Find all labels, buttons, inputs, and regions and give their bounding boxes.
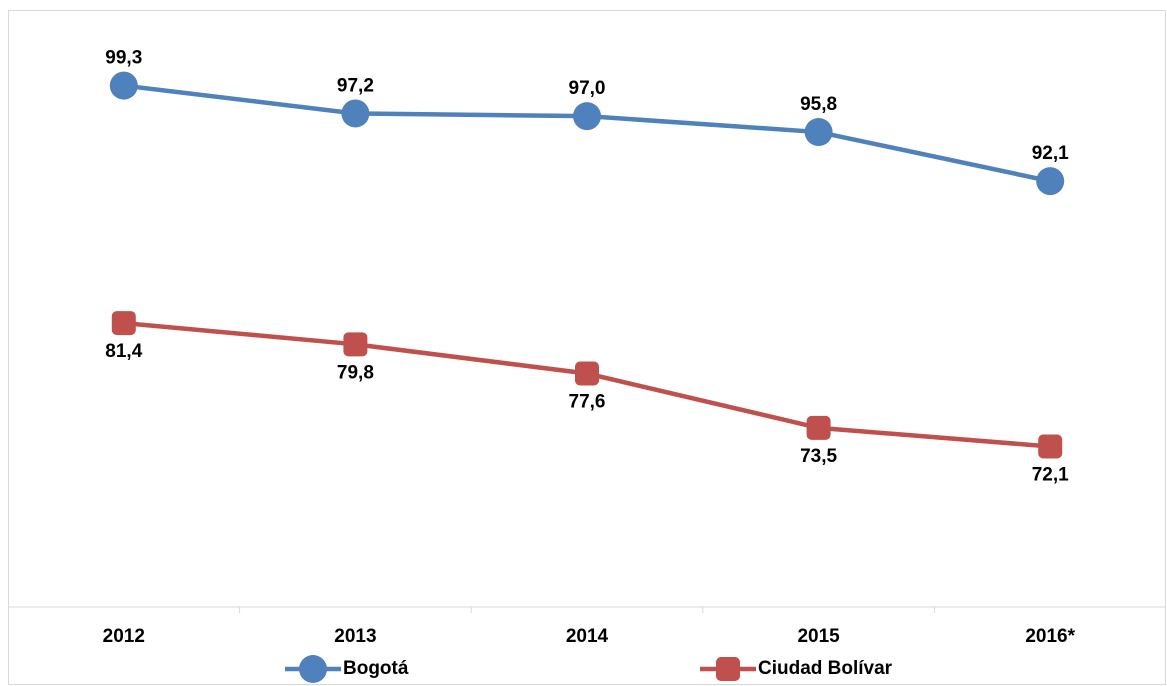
data-point bbox=[806, 415, 831, 440]
data-label: 73,5 bbox=[800, 446, 837, 467]
x-tick-label: 2015 bbox=[797, 626, 840, 647]
x-tick-label: 2013 bbox=[334, 626, 376, 647]
data-point bbox=[111, 311, 136, 336]
data-label: 79,8 bbox=[337, 362, 374, 383]
data-point bbox=[1036, 167, 1065, 196]
data-point bbox=[573, 102, 601, 131]
data-label: 92,1 bbox=[1032, 143, 1069, 164]
legend-marker bbox=[299, 655, 327, 683]
data-label: 99,3 bbox=[105, 48, 142, 69]
data-label: 81,4 bbox=[105, 341, 142, 362]
x-tick-label: 2014 bbox=[566, 626, 609, 647]
data-point bbox=[343, 332, 368, 357]
data-label: 95,8 bbox=[800, 94, 837, 115]
data-label: 77,6 bbox=[569, 392, 606, 413]
legend-label: Ciudad Bolívar bbox=[758, 658, 893, 679]
data-point bbox=[575, 361, 599, 386]
data-point bbox=[109, 71, 138, 100]
data-label: 97,2 bbox=[337, 75, 374, 96]
x-tick-label: 2012 bbox=[103, 626, 145, 647]
legend-marker bbox=[716, 657, 740, 681]
data-label: 97,0 bbox=[569, 78, 606, 99]
data-point bbox=[804, 118, 833, 147]
series-line bbox=[123, 83, 1051, 184]
data-point bbox=[341, 99, 370, 128]
legend-label: Bogotá bbox=[343, 658, 409, 679]
x-tick-label: 2016* bbox=[1025, 626, 1075, 647]
data-point bbox=[1038, 434, 1063, 459]
data-label: 72,1 bbox=[1032, 464, 1069, 485]
chart-border bbox=[8, 10, 1166, 685]
